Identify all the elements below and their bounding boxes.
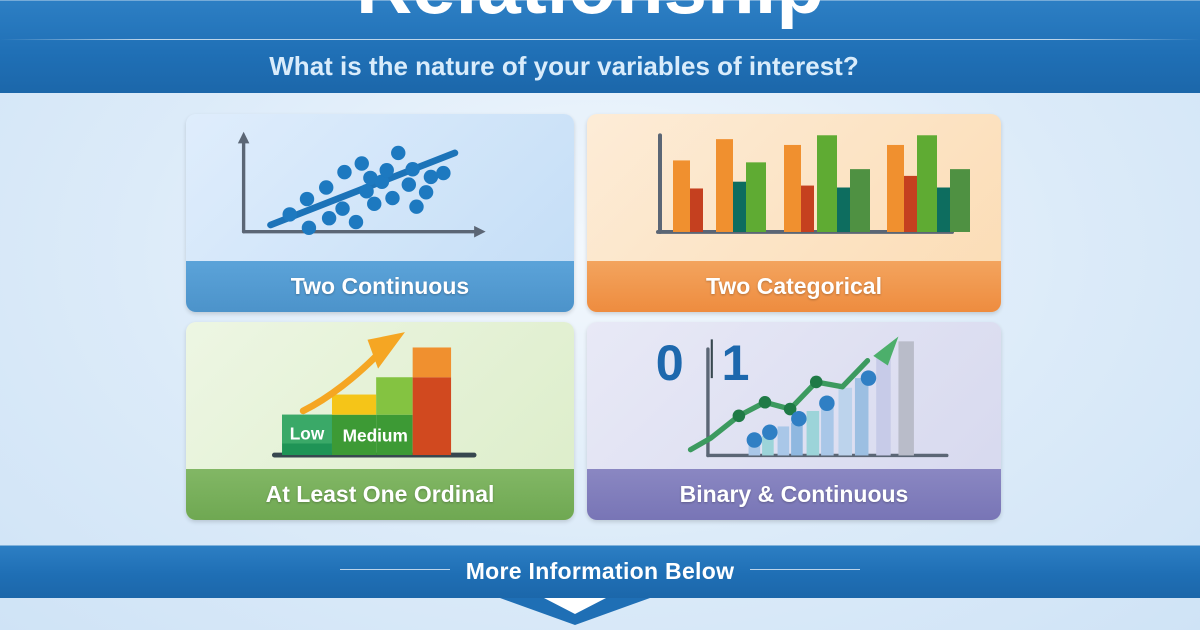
svg-text:1: 1 xyxy=(721,334,749,391)
svg-text:0: 0 xyxy=(656,334,684,391)
